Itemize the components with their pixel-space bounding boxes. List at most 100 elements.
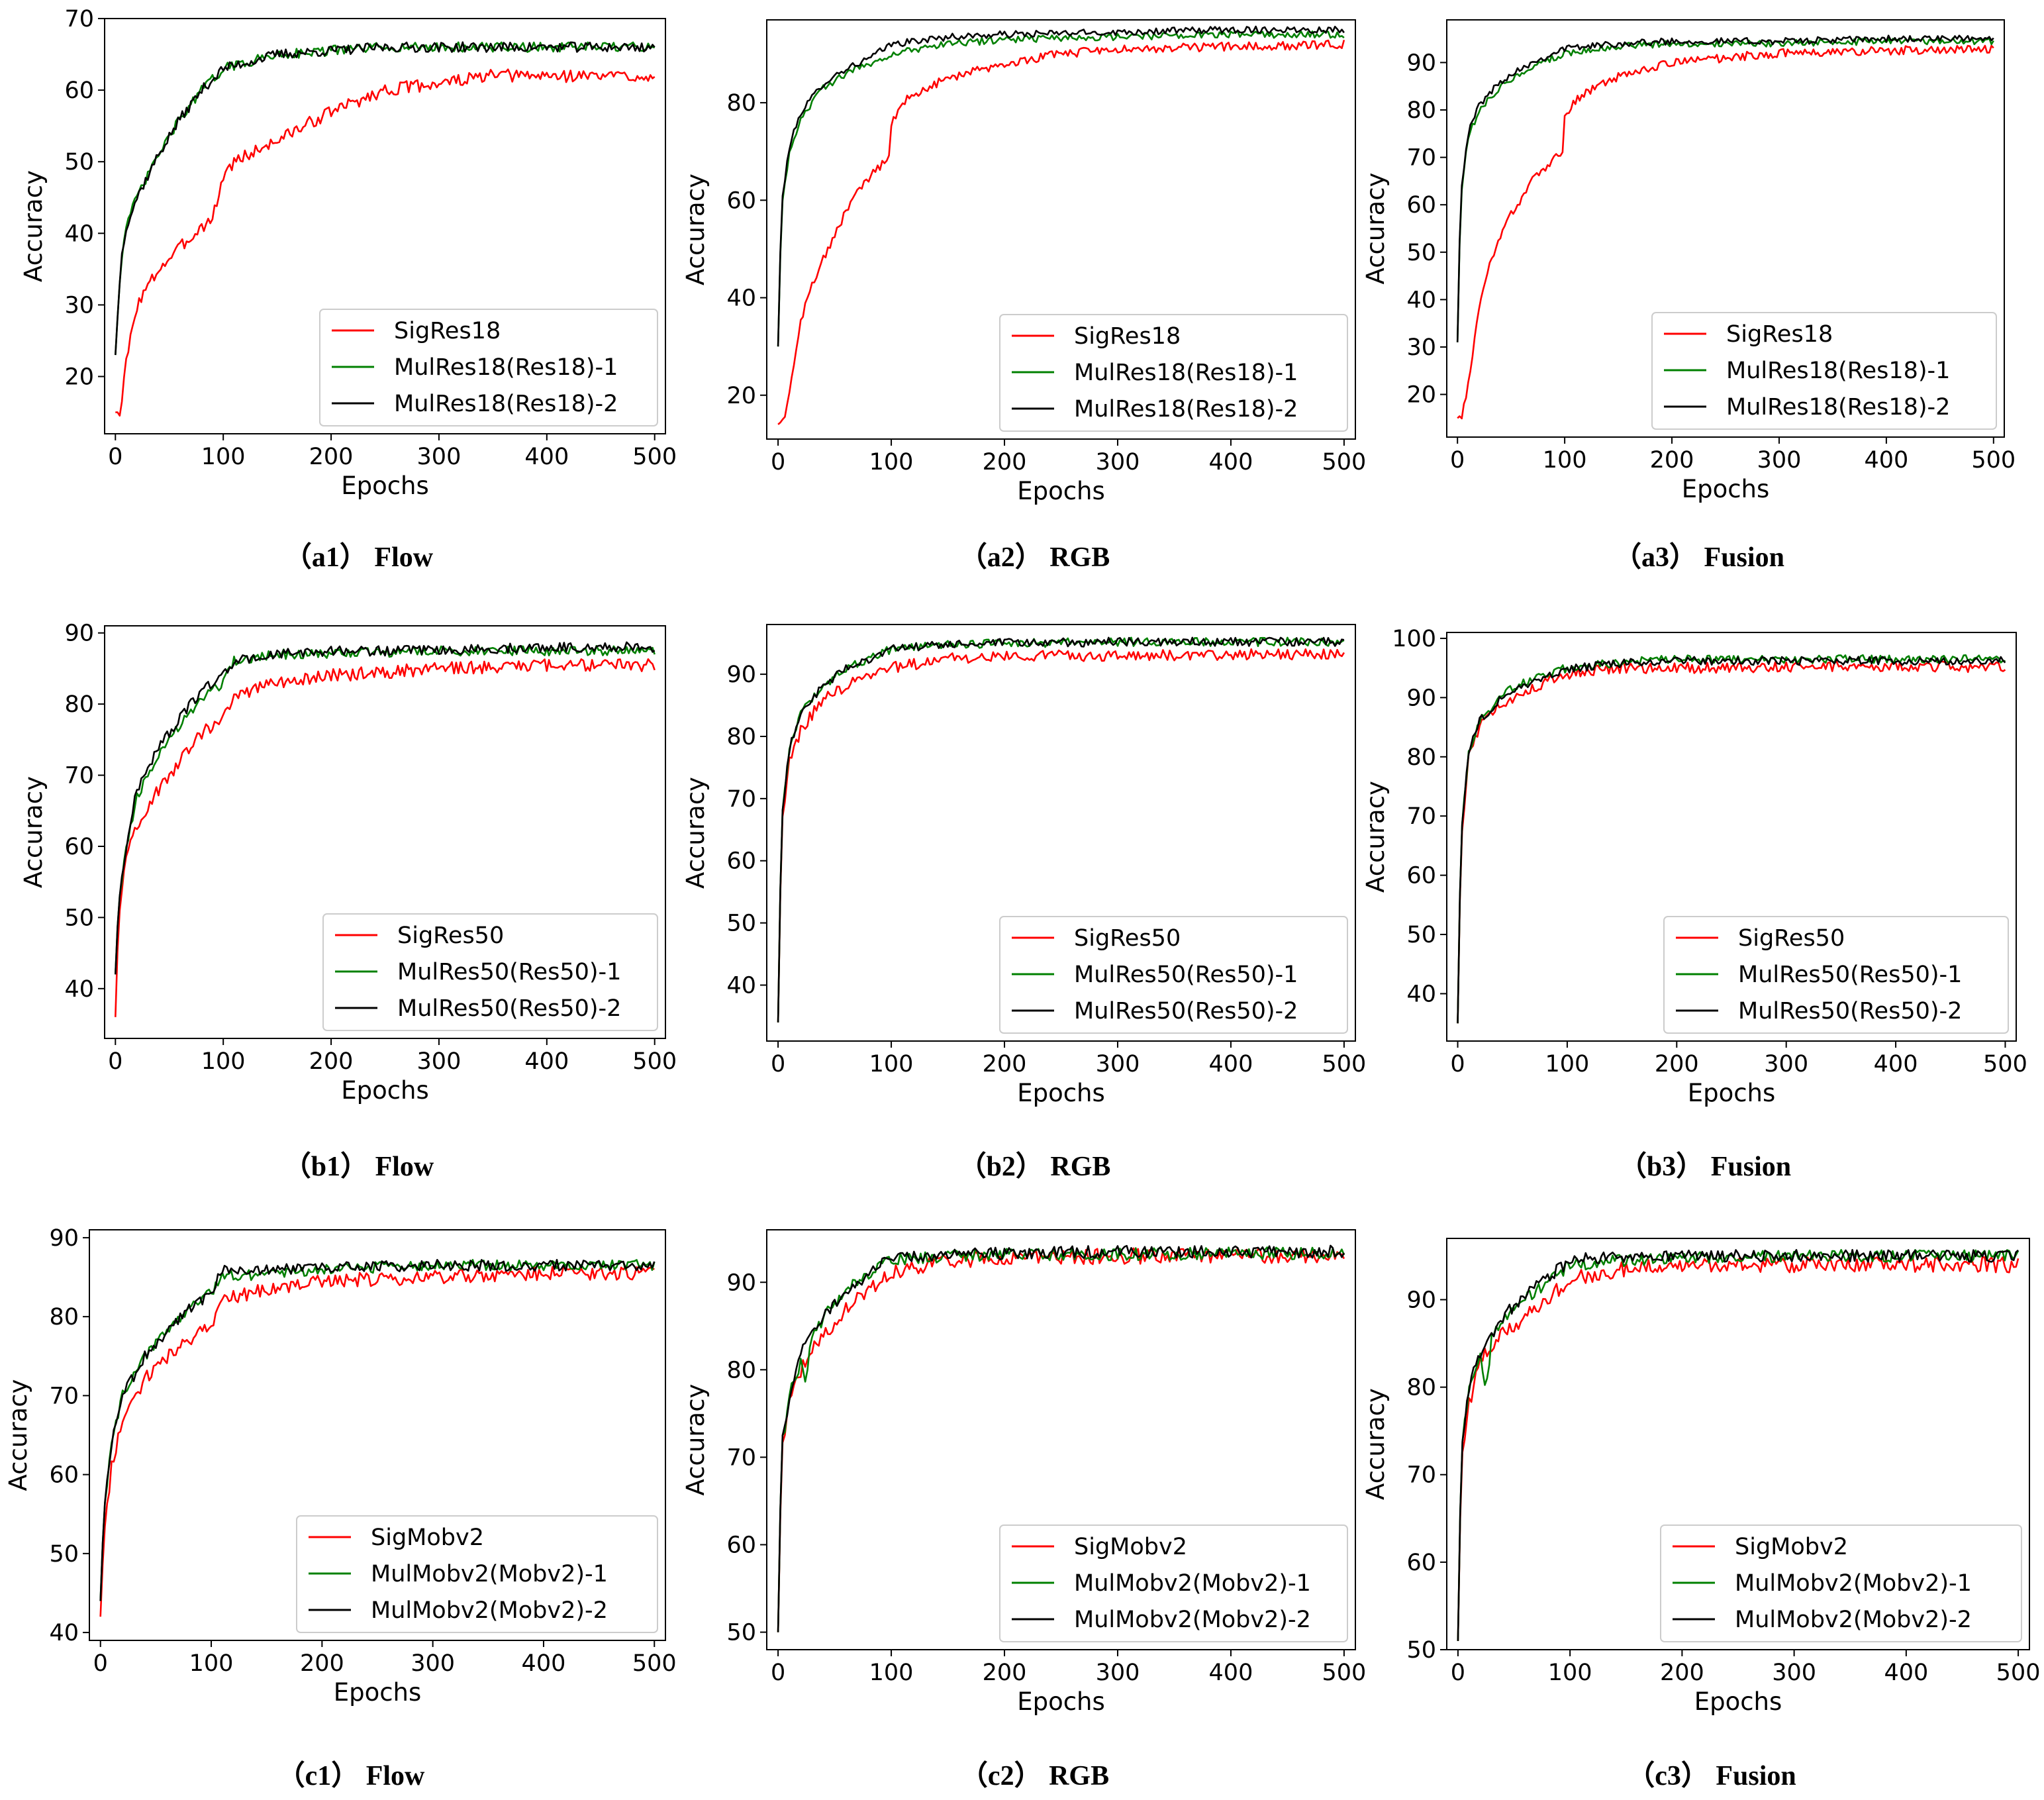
x-axis-label: Epochs	[1688, 1079, 1776, 1107]
x-tick-label: 100	[869, 1660, 914, 1686]
legend: SigRes50 MulRes50(Res50)-1 MulRes50(Res50)…	[322, 913, 658, 1031]
y-tick-label: 90	[1406, 685, 1436, 711]
legend-label-3: MulRes50(Res50)-2	[397, 995, 621, 1022]
legend-label-3: MulRes18(Res18)-2	[394, 391, 618, 417]
x-tick-label: 300	[1096, 449, 1140, 475]
legend: SigRes50 MulRes50(Res50)-1 MulRes50(Res50)…	[1663, 916, 2009, 1034]
legend: SigRes18 MulRes18(Res18)-1 MulRes18(Res18)…	[319, 309, 658, 426]
legend: SigRes50 MulRes50(Res50)-1 MulRes50(Res50)…	[999, 916, 1348, 1034]
axes-frame	[766, 19, 1356, 440]
series-line-1	[777, 648, 1345, 1023]
x-tick-label: 200	[983, 1051, 1027, 1077]
x-tick-label: 300	[411, 1650, 455, 1677]
x-tick-label: 500	[632, 1048, 677, 1075]
series-line-1	[99, 1266, 655, 1617]
x-tick-label: 0	[1450, 1051, 1465, 1077]
x-tick-label: 200	[300, 1650, 344, 1677]
x-tick-label: 300	[1764, 1051, 1808, 1077]
y-axis-label: Accuracy	[19, 776, 48, 888]
y-tick-label: 30	[64, 292, 94, 319]
chart-panel-b3: 0 100 200 300 400 500 40 50 60 70 80 90 100 Epochs Acc…	[1361, 626, 2027, 1182]
x-tick-label: 0	[771, 1660, 785, 1686]
x-tick-label: 300	[417, 1048, 462, 1075]
chart-panel-a1: 0 100 200 300 400 500 20 30 40 50 60 70 Epochs Accura…	[19, 6, 677, 573]
panel-caption: （c1） Flow	[277, 1760, 425, 1791]
series-line-3	[777, 636, 1345, 1023]
y-tick-label: 80	[49, 1304, 79, 1330]
y-tick-label: 90	[1406, 1287, 1436, 1313]
x-tick-label: 500	[1971, 447, 2016, 474]
y-tick-label: 70	[64, 763, 94, 789]
x-axis-label: Epochs	[1682, 475, 1770, 503]
chart-panel-b1: 0 100 200 300 400 500 40 50 60 70 80 90 Epochs Accura…	[19, 621, 677, 1182]
legend-label-1: SigMobv2	[1074, 1534, 1187, 1560]
y-tick-label: 70	[1406, 1462, 1436, 1489]
y-tick-label: 50	[726, 911, 756, 937]
legend: SigRes18 MulRes18(Res18)-1 MulRes18(Res18)…	[1651, 312, 1997, 430]
y-tick-label: 50	[49, 1541, 79, 1568]
legend-label-3: MulMobv2(Mobv2)-2	[371, 1597, 608, 1624]
series-line-3	[115, 41, 656, 356]
x-tick-label: 100	[869, 1051, 914, 1077]
axes-frame	[766, 1229, 1356, 1650]
panel-caption: （b3） Fusion	[1619, 1151, 1791, 1182]
series-line-3	[115, 641, 656, 975]
y-tick-label: 40	[64, 976, 94, 1003]
y-axis-label: Accuracy	[4, 1379, 32, 1491]
series-line-2	[777, 30, 1345, 347]
x-tick-label: 0	[108, 444, 122, 470]
x-tick-label: 400	[524, 1048, 569, 1075]
x-tick-label: 500	[1322, 449, 1366, 475]
axes-frame	[1446, 632, 2017, 1042]
y-tick-label: 40	[49, 1620, 79, 1646]
legend-label-3: MulRes50(Res50)-2	[1074, 998, 1298, 1025]
series-line-2	[777, 1246, 1345, 1632]
legend-label-3: MulMobv2(Mobv2)-2	[1735, 1607, 1972, 1633]
legend: SigMobv2 MulMobv2(Mobv2)-1 MulMobv2(Mobv2)…	[999, 1525, 1348, 1642]
legend-label-1: SigMobv2	[371, 1525, 484, 1551]
y-axis-label: Accuracy	[1361, 781, 1390, 893]
legend: SigRes18 MulRes18(Res18)-1 MulRes18(Res18)…	[999, 314, 1348, 432]
series-line-2	[115, 41, 656, 356]
legend-label-3: MulMobv2(Mobv2)-2	[1074, 1607, 1311, 1633]
x-tick-label: 100	[201, 1048, 246, 1075]
y-tick-label: 80	[1406, 97, 1436, 124]
panel-caption: （a3） Fusion	[1614, 542, 1784, 573]
y-tick-label: 80	[1406, 744, 1436, 771]
legend-label-1: SigRes50	[1074, 925, 1181, 952]
x-axis-label: Epochs	[341, 472, 429, 500]
y-tick-label: 60	[64, 834, 94, 860]
chart-panel-a3: 0 100 200 300 400 500 20 30 40 50 60 70 80 90 Epochs Ac…	[1361, 19, 2016, 573]
series-line-3	[1457, 1249, 2019, 1641]
y-tick-label: 50	[1406, 922, 1436, 948]
legend-label-2: MulRes50(Res50)-1	[1738, 962, 1962, 988]
x-tick-label: 200	[1650, 447, 1694, 474]
x-axis-label: Epochs	[1694, 1687, 1782, 1716]
x-tick-label: 200	[309, 444, 354, 470]
legend: SigMobv2 MulMobv2(Mobv2)-1 MulMobv2(Mobv2)…	[296, 1515, 658, 1633]
y-tick-label: 60	[64, 77, 94, 104]
series-line-3	[99, 1259, 656, 1601]
legend-box	[1660, 1525, 2022, 1642]
y-tick-label: 60	[1406, 863, 1436, 889]
panel-caption: （c2） RGB	[960, 1760, 1109, 1791]
y-tick-label: 90	[726, 662, 756, 688]
x-tick-label: 400	[1209, 449, 1253, 475]
axes-frame	[766, 624, 1356, 1042]
y-tick-label: 50	[64, 905, 94, 931]
panel-caption: （a2） RGB	[959, 542, 1110, 573]
y-tick-label: 60	[726, 848, 756, 875]
legend-box	[999, 916, 1348, 1034]
series-line-3	[1457, 656, 2006, 1024]
x-tick-label: 400	[1209, 1660, 1253, 1686]
x-tick-label: 300	[417, 444, 462, 470]
y-tick-label: 40	[726, 973, 756, 999]
x-tick-label: 500	[632, 1650, 677, 1677]
series-line-1	[1457, 660, 2006, 1024]
x-tick-label: 400	[522, 1650, 566, 1677]
series-line-1	[777, 39, 1345, 425]
legend-box	[999, 1525, 1348, 1642]
y-axis-label: Accuracy	[19, 170, 48, 282]
x-tick-label: 100	[869, 449, 914, 475]
